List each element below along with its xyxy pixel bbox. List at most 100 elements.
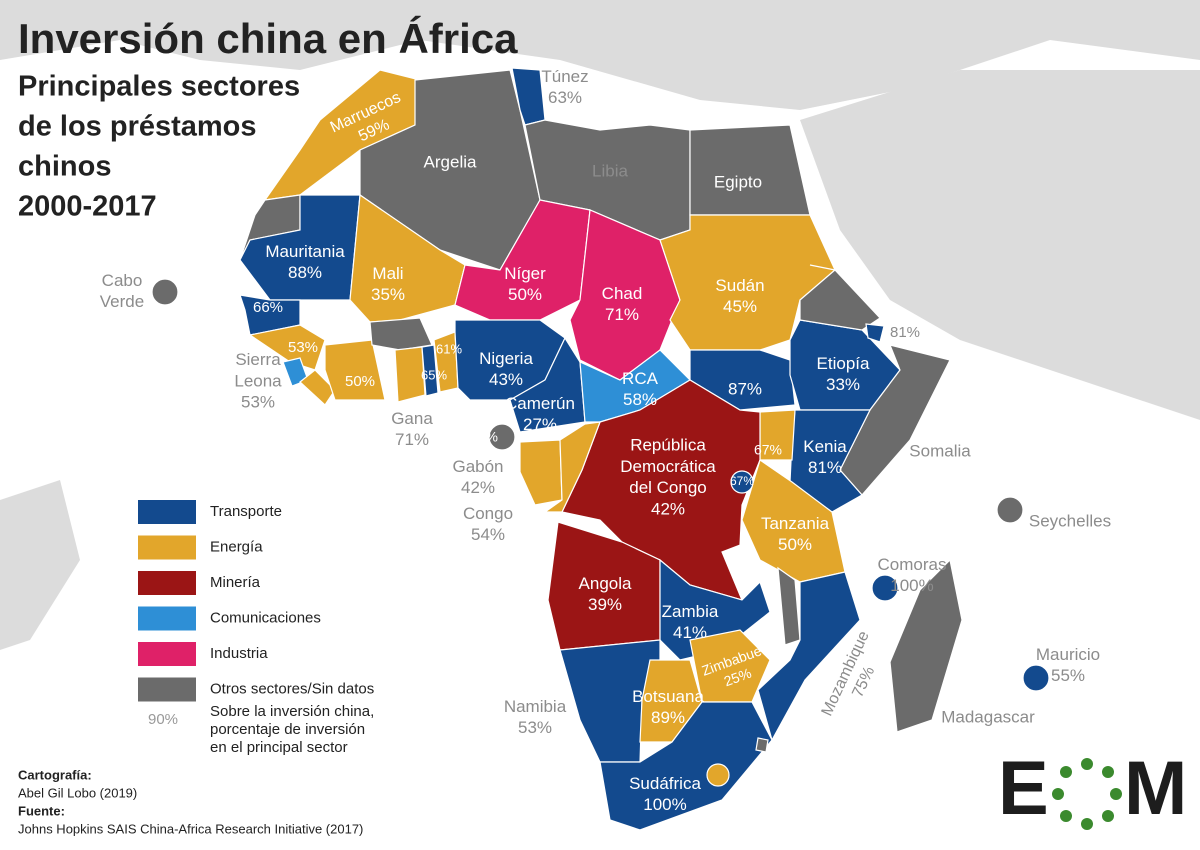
africa	[151, 67, 1050, 831]
country-label: Somalia	[909, 441, 971, 460]
country-shape	[889, 558, 963, 733]
country-name: Verde	[100, 292, 144, 311]
credit-heading: Fuente:	[18, 803, 65, 818]
country-label: Mali 35%	[371, 264, 405, 304]
legend-swatch	[138, 500, 196, 524]
country-label: 81%	[890, 324, 920, 341]
logo-ring	[1052, 758, 1122, 830]
country-share: 100%	[890, 576, 933, 595]
country-label: Mauricio 55%	[1036, 645, 1100, 685]
country-shape	[369, 317, 433, 351]
country-share: 63%	[548, 88, 582, 107]
country-label: Comoras 100%	[878, 555, 947, 595]
country-share: 35%	[371, 285, 405, 304]
country-name: Túnez	[541, 67, 588, 86]
country-name: Zambia	[662, 602, 719, 621]
country-name: Gabón	[452, 457, 503, 476]
country-share: 43%	[470, 429, 498, 445]
country-name: Botsuana	[632, 687, 704, 706]
country-name: Leona	[234, 371, 282, 390]
country-name: Gana	[391, 409, 433, 428]
country-label: República Democrática del Congo 42%	[620, 436, 716, 519]
country-labels: Marruecos59%ArgeliaTúnez63%LibiaEgiptoMa…	[100, 67, 1111, 814]
country-share: 81%	[890, 324, 920, 341]
country-share: 42%	[651, 499, 685, 518]
country-name: Cabo	[102, 271, 143, 290]
country-label: 53%	[288, 339, 318, 356]
country-label: Madagascar	[941, 707, 1035, 726]
subtitle-line: 2000-2017	[18, 191, 157, 223]
country-share: 50%	[508, 285, 542, 304]
country-name: Sudáfrica	[629, 774, 701, 793]
legend-note: en el principal sector	[210, 739, 348, 756]
legend-example: 90%	[148, 711, 178, 728]
country-share: 27%	[523, 415, 557, 434]
country-name: Mauritania	[265, 242, 345, 261]
country-name: Seychelles	[1029, 511, 1111, 530]
country-label: Mauritania 88%	[265, 242, 345, 282]
legend-swatch	[138, 571, 196, 595]
country-shape	[561, 379, 761, 601]
country-share: 61%	[436, 341, 462, 356]
country-shape	[394, 346, 426, 403]
europe	[0, 0, 1200, 110]
country-shape	[488, 423, 516, 451]
country-name: Libia	[592, 161, 628, 180]
country-shape	[519, 439, 563, 506]
country-label: 61%	[436, 341, 462, 356]
country-name: RCA	[622, 369, 659, 388]
credit-text: Abel Gil Lobo (2019)	[18, 785, 137, 800]
country-name: Nigeria	[479, 349, 533, 368]
title: Inversión china en África	[18, 15, 518, 62]
logo-letter: E	[998, 746, 1049, 831]
subtitle-line: chinos	[18, 151, 111, 183]
country-label: Chad 71%	[602, 284, 643, 324]
legend-note: porcentaje de inversión	[210, 721, 365, 738]
country-label: 65%	[421, 367, 447, 382]
country-shape	[799, 264, 881, 331]
country-share: 71%	[605, 305, 639, 324]
country-shape	[543, 421, 601, 513]
country-name: Mali	[372, 264, 403, 283]
country-label: Zambia 41%	[662, 602, 719, 642]
country-share: 65%	[421, 367, 447, 382]
legend-swatch	[138, 642, 196, 666]
country-share: 100%	[643, 795, 686, 814]
americas	[0, 480, 80, 650]
country-name: Egipto	[714, 172, 762, 191]
country-label: 87%	[728, 379, 762, 398]
country-label: Botsuana 89%	[632, 687, 704, 727]
country-name: Comoras	[878, 555, 947, 574]
country-share: 66%	[253, 299, 283, 316]
country-shape	[659, 558, 771, 661]
country-shape	[421, 344, 439, 397]
country-label: Seychelles	[1029, 511, 1111, 530]
country-share: 88%	[288, 263, 322, 282]
country-label: Níger 50%	[504, 264, 546, 304]
country-label: Etiopía 33%	[817, 354, 870, 394]
country-name: Sierra	[235, 350, 281, 369]
country-name: Mauricio	[1036, 645, 1100, 664]
country-share: 42%	[461, 478, 495, 497]
logo-letter: M	[1124, 746, 1187, 831]
country-label: Túnez 63%	[541, 67, 588, 107]
country-share: 67%	[730, 474, 754, 488]
country-share: 50%	[345, 373, 375, 390]
country-name: Angola	[579, 574, 632, 593]
country-name: Argelia	[424, 152, 477, 171]
country-label: Sudáfrica 100%	[629, 774, 701, 814]
country-share: 53%	[241, 393, 275, 412]
country-name: Camerún	[505, 394, 575, 413]
legend-label: Minería	[210, 574, 261, 591]
country-label: Libia	[592, 161, 628, 180]
credits: Cartografía: Abel Gil Lobo (2019) Fuente…	[18, 767, 363, 836]
country-label: Camerún 27%	[505, 394, 575, 434]
country-shape	[706, 763, 730, 787]
country-shape	[689, 629, 771, 703]
country-share: 43%	[489, 370, 523, 389]
country-name: Congo	[463, 504, 513, 523]
legend: 90% Sobre la inversión china, porcentaje…	[138, 500, 374, 756]
country-name: Somalia	[909, 441, 971, 460]
country-share: 53%	[288, 339, 318, 356]
